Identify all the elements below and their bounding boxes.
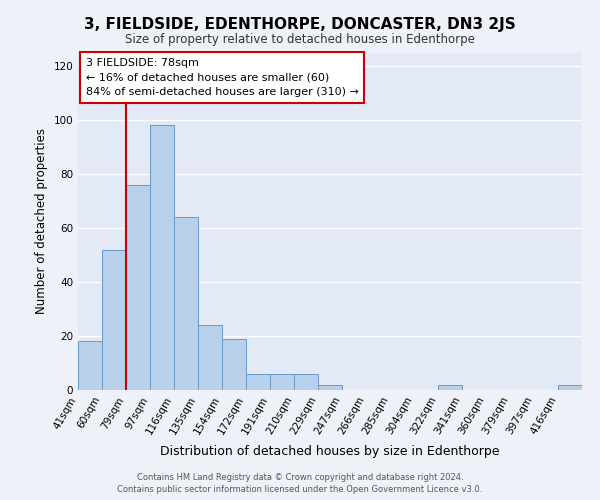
Bar: [126, 185, 150, 390]
Bar: [174, 217, 198, 390]
Bar: [198, 325, 222, 390]
Text: 3, FIELDSIDE, EDENTHORPE, DONCASTER, DN3 2JS: 3, FIELDSIDE, EDENTHORPE, DONCASTER, DN3…: [84, 18, 516, 32]
Bar: [246, 374, 270, 390]
Bar: [222, 338, 246, 390]
Bar: [102, 250, 126, 390]
Bar: [150, 126, 174, 390]
Bar: [294, 374, 318, 390]
Bar: [438, 384, 462, 390]
Bar: [558, 384, 582, 390]
X-axis label: Distribution of detached houses by size in Edenthorpe: Distribution of detached houses by size …: [160, 444, 500, 458]
Bar: [78, 342, 102, 390]
Text: 3 FIELDSIDE: 78sqm
← 16% of detached houses are smaller (60)
84% of semi-detache: 3 FIELDSIDE: 78sqm ← 16% of detached hou…: [86, 58, 358, 97]
Text: Contains HM Land Registry data © Crown copyright and database right 2024.
Contai: Contains HM Land Registry data © Crown c…: [118, 472, 482, 494]
Bar: [270, 374, 294, 390]
Bar: [318, 384, 342, 390]
Text: Size of property relative to detached houses in Edenthorpe: Size of property relative to detached ho…: [125, 32, 475, 46]
Y-axis label: Number of detached properties: Number of detached properties: [35, 128, 48, 314]
